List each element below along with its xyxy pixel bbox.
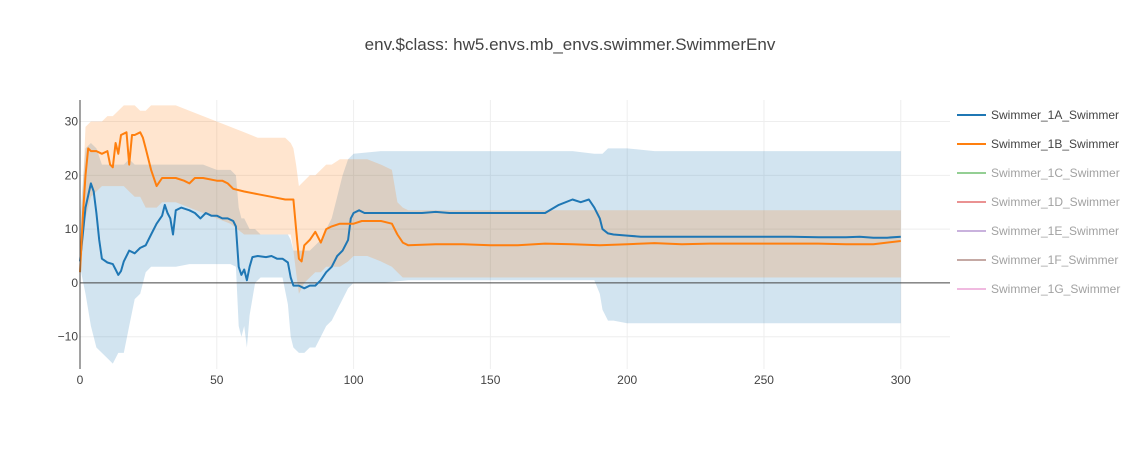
series-line-0 [79, 182, 901, 290]
legend-label: Swimmer_1C_Swimmer [991, 166, 1120, 180]
series-line-1 [79, 131, 901, 273]
y-tick-label: −10 [58, 330, 79, 344]
legend-item[interactable]: Swimmer_1E_Swimmer [957, 224, 1119, 238]
legend-label: Swimmer_1E_Swimmer [991, 224, 1119, 238]
legend-item[interactable]: Swimmer_1C_Swimmer [957, 166, 1120, 180]
x-tick-label: 100 [344, 373, 364, 387]
x-tick-label: 300 [891, 373, 911, 387]
legend-item[interactable]: Swimmer_1D_Swimmer [957, 195, 1120, 209]
legend-item[interactable]: Swimmer_1B_Swimmer [957, 137, 1119, 151]
series-band-0 [80, 143, 901, 364]
confidence-bands [80, 105, 901, 364]
x-tick-label: 150 [480, 373, 500, 387]
x-tick-label: 250 [754, 373, 774, 387]
series-lines [79, 131, 901, 290]
legend-label: Swimmer_1F_Swimmer [991, 253, 1118, 267]
y-tick-label: 10 [65, 222, 79, 236]
y-tick-label: 20 [65, 168, 79, 182]
legend-label: Swimmer_1B_Swimmer [991, 137, 1119, 151]
legend[interactable]: Swimmer_1A_Swimmer Swimmer_1B_Swimmer Swim… [957, 108, 1120, 296]
legend-label: Swimmer_1G_Swimmer [991, 282, 1120, 296]
legend-item[interactable]: Swimmer_1F_Swimmer [957, 253, 1118, 267]
series-band-1 [80, 105, 901, 294]
chart-title: env.$class: hw5.envs.mb_envs.swimmer.Swi… [365, 35, 776, 54]
y-tick-labels: −10 0 10 20 30 [58, 115, 79, 344]
x-tick-label: 50 [210, 373, 224, 387]
y-tick-label: 30 [65, 115, 79, 129]
legend-label: Swimmer_1D_Swimmer [991, 195, 1120, 209]
x-tick-labels: 0 50 100 150 200 250 300 [77, 373, 911, 387]
legend-item[interactable]: Swimmer_1G_Swimmer [957, 282, 1120, 296]
y-tick-label: 0 [71, 276, 78, 290]
x-tick-label: 0 [77, 373, 84, 387]
x-tick-label: 200 [617, 373, 637, 387]
legend-label: Swimmer_1A_Swimmer [991, 108, 1119, 122]
grid-lines [80, 100, 950, 369]
legend-item[interactable]: Swimmer_1A_Swimmer [957, 108, 1119, 122]
